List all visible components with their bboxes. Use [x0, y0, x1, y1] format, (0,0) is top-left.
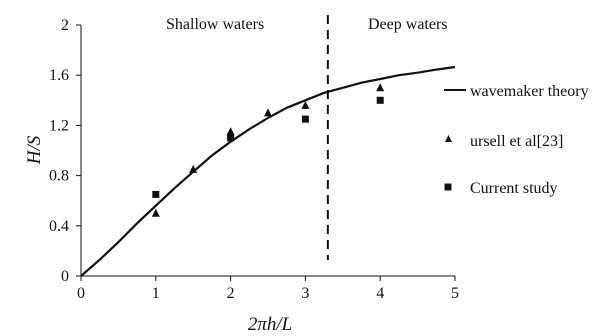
current-study-data-point [301, 115, 309, 123]
deep-waters-label: Deep waters [368, 16, 448, 33]
y-tick-label: 0.8 [49, 168, 69, 185]
ursell-data-point [189, 164, 198, 173]
x-tick-label: 4 [376, 285, 384, 302]
legend-square-marker [444, 183, 452, 191]
legend-label-current: Current study [470, 180, 558, 197]
current-study-data-point [152, 190, 160, 198]
ursell-data-point [376, 83, 385, 92]
y-tick-label: 1.6 [49, 67, 69, 84]
x-tick-label: 2 [227, 285, 235, 302]
shallow-waters-label: Shallow waters [166, 16, 264, 33]
plot-area: 0 0.4 0.8 1.2 1.6 2 0 1 2 3 4 5 [49, 15, 459, 302]
current-study-data-point [376, 96, 384, 104]
x-tick-label: 0 [77, 285, 85, 302]
y-tick-label: 0.4 [49, 218, 69, 235]
current-study-data-point [227, 134, 235, 142]
ursell-data-point [301, 100, 310, 109]
x-tick-label: 1 [152, 285, 160, 302]
wavemaker-theory-line [80, 65, 456, 277]
x-axis-title: 2πh/L [248, 314, 292, 335]
y-tick-label: 1.2 [49, 117, 69, 134]
legend-label-ursell: ursell et al[23] [470, 133, 563, 150]
x-tick-label: 3 [301, 285, 309, 302]
ursell-data-point [264, 108, 272, 117]
legend-triangle-marker [445, 135, 452, 142]
ursell-data-point [151, 208, 160, 217]
y-tick-label: 0 [61, 268, 69, 285]
y-tick-label: 2 [61, 17, 69, 34]
x-tick-label: 5 [451, 285, 459, 302]
y-axis-title: H/S [24, 135, 45, 165]
legend-label-wavemaker: wavemaker theory [470, 83, 589, 100]
legend: wavemaker theory ursell et al[23] Curren… [444, 83, 589, 197]
